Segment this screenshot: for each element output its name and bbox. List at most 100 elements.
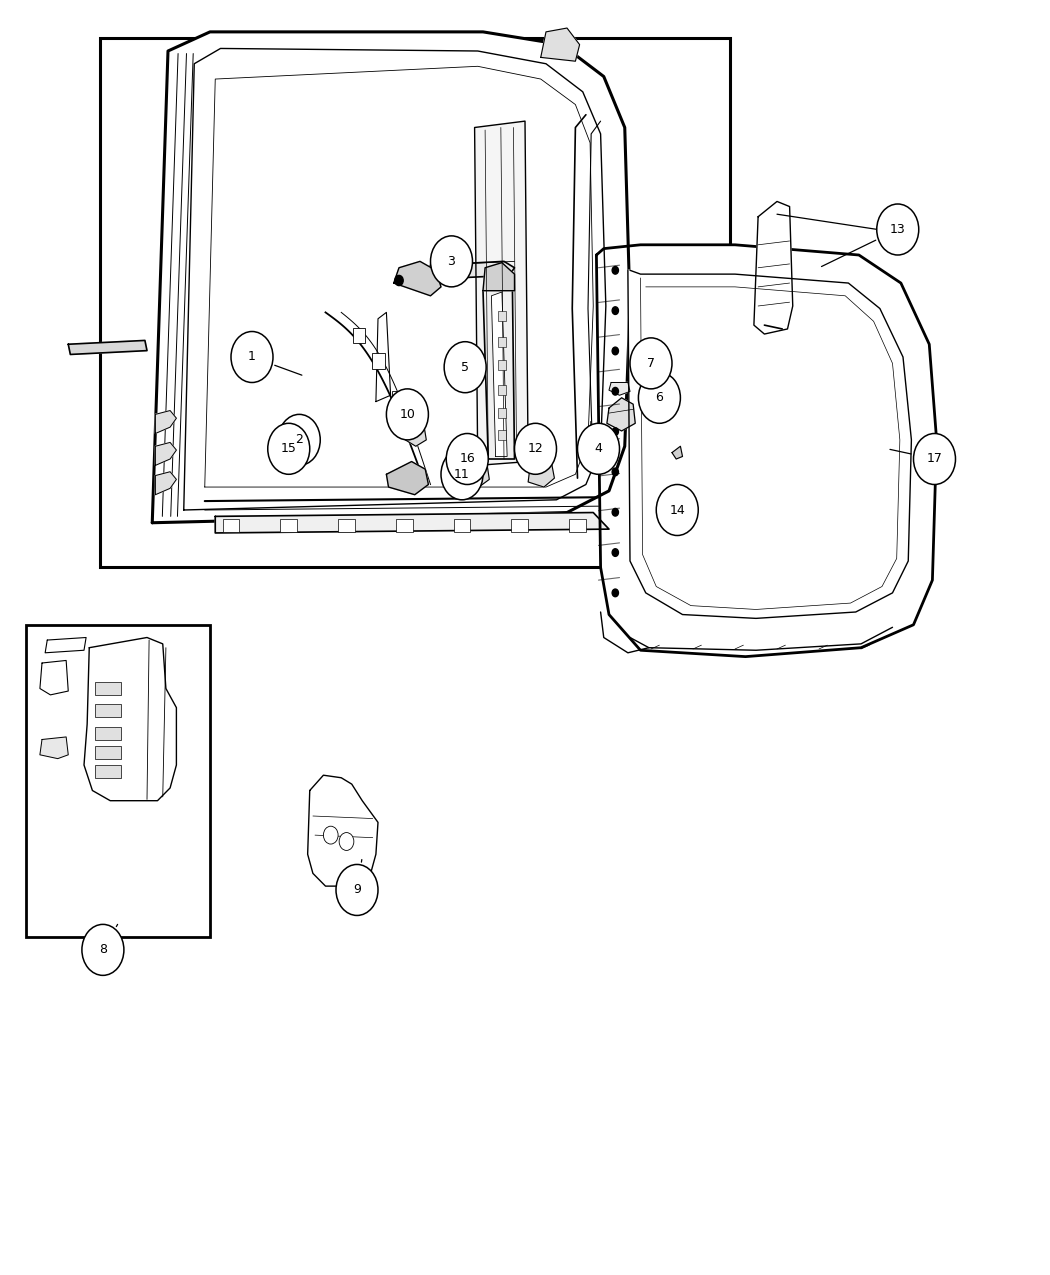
Bar bbox=[94, 746, 121, 759]
Polygon shape bbox=[376, 312, 391, 402]
Polygon shape bbox=[152, 32, 630, 523]
Circle shape bbox=[630, 338, 672, 389]
Circle shape bbox=[268, 423, 310, 474]
Text: 3: 3 bbox=[447, 255, 456, 268]
Bar bbox=[396, 519, 413, 532]
Text: 2: 2 bbox=[295, 434, 303, 446]
Polygon shape bbox=[596, 245, 937, 657]
Bar bbox=[498, 337, 506, 347]
Text: 8: 8 bbox=[99, 944, 107, 956]
Circle shape bbox=[612, 509, 618, 516]
Polygon shape bbox=[754, 201, 793, 334]
Text: 5: 5 bbox=[461, 361, 469, 374]
Bar bbox=[569, 519, 586, 532]
Polygon shape bbox=[430, 261, 514, 279]
Text: 4: 4 bbox=[594, 442, 603, 455]
Circle shape bbox=[395, 275, 403, 286]
Circle shape bbox=[638, 372, 680, 423]
Text: 9: 9 bbox=[353, 884, 361, 896]
Text: 17: 17 bbox=[926, 453, 943, 465]
Bar bbox=[353, 328, 365, 343]
Bar bbox=[94, 704, 121, 717]
Polygon shape bbox=[607, 398, 635, 431]
Bar bbox=[94, 765, 121, 778]
Circle shape bbox=[612, 589, 618, 597]
Text: 7: 7 bbox=[647, 357, 655, 370]
Bar bbox=[94, 727, 121, 739]
Circle shape bbox=[914, 434, 956, 484]
Bar bbox=[338, 519, 355, 532]
Circle shape bbox=[514, 423, 556, 474]
Text: 12: 12 bbox=[527, 442, 544, 455]
Circle shape bbox=[444, 342, 486, 393]
Polygon shape bbox=[205, 66, 593, 487]
Text: 16: 16 bbox=[460, 453, 475, 465]
Polygon shape bbox=[468, 465, 489, 487]
Circle shape bbox=[877, 204, 919, 255]
Polygon shape bbox=[155, 472, 176, 495]
Text: 15: 15 bbox=[280, 442, 297, 455]
Text: 6: 6 bbox=[655, 391, 664, 404]
Polygon shape bbox=[155, 411, 176, 434]
Bar bbox=[498, 385, 506, 395]
Circle shape bbox=[336, 864, 378, 915]
Circle shape bbox=[612, 468, 618, 476]
Circle shape bbox=[612, 347, 618, 354]
Polygon shape bbox=[483, 263, 514, 291]
Bar bbox=[454, 519, 470, 532]
Circle shape bbox=[231, 332, 273, 382]
Polygon shape bbox=[609, 382, 630, 395]
Polygon shape bbox=[672, 446, 682, 459]
Circle shape bbox=[612, 548, 618, 556]
Polygon shape bbox=[84, 638, 176, 801]
Circle shape bbox=[656, 484, 698, 536]
Polygon shape bbox=[491, 292, 507, 456]
Text: 1: 1 bbox=[248, 351, 256, 363]
Circle shape bbox=[430, 236, 473, 287]
Circle shape bbox=[278, 414, 320, 465]
Bar bbox=[373, 353, 385, 368]
Circle shape bbox=[612, 307, 618, 315]
Polygon shape bbox=[40, 737, 68, 759]
Bar bbox=[498, 311, 506, 321]
Polygon shape bbox=[394, 261, 441, 296]
Circle shape bbox=[323, 826, 338, 844]
Polygon shape bbox=[475, 121, 528, 465]
Bar bbox=[498, 430, 506, 440]
Polygon shape bbox=[215, 513, 609, 533]
Bar bbox=[498, 360, 506, 370]
Bar bbox=[100, 38, 730, 567]
Polygon shape bbox=[541, 28, 580, 61]
Circle shape bbox=[612, 266, 618, 274]
Circle shape bbox=[446, 434, 488, 484]
Circle shape bbox=[612, 388, 618, 395]
Bar bbox=[393, 390, 405, 405]
Bar bbox=[94, 682, 121, 695]
Bar bbox=[498, 408, 506, 418]
Bar bbox=[511, 519, 528, 532]
Polygon shape bbox=[386, 462, 428, 495]
Text: 10: 10 bbox=[399, 408, 416, 421]
Text: 13: 13 bbox=[890, 223, 905, 236]
Circle shape bbox=[612, 427, 618, 436]
Polygon shape bbox=[326, 312, 430, 484]
Polygon shape bbox=[308, 775, 378, 886]
Polygon shape bbox=[405, 427, 426, 446]
Circle shape bbox=[82, 924, 124, 975]
Text: 14: 14 bbox=[670, 504, 685, 516]
Bar bbox=[26, 625, 210, 937]
Circle shape bbox=[386, 389, 428, 440]
Circle shape bbox=[578, 423, 619, 474]
Circle shape bbox=[441, 449, 483, 500]
Bar bbox=[280, 519, 297, 532]
Polygon shape bbox=[68, 340, 147, 354]
Polygon shape bbox=[528, 462, 554, 487]
Polygon shape bbox=[483, 283, 514, 459]
Polygon shape bbox=[40, 660, 68, 695]
Polygon shape bbox=[628, 270, 911, 618]
Bar bbox=[223, 519, 239, 532]
Circle shape bbox=[339, 833, 354, 850]
Polygon shape bbox=[155, 442, 176, 465]
Text: 11: 11 bbox=[454, 468, 470, 481]
Polygon shape bbox=[45, 638, 86, 653]
